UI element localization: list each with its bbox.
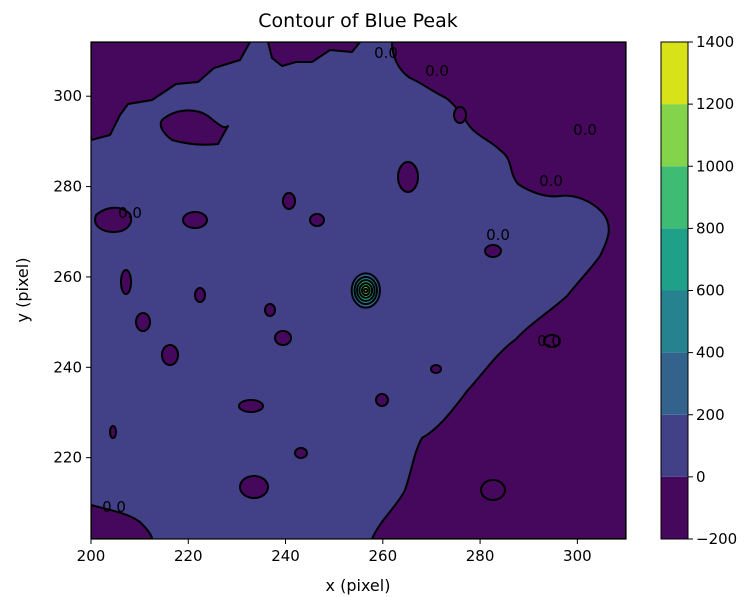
colorbar-segment [661, 104, 688, 167]
island-contour [282, 192, 296, 210]
contour-label: 0.0 [374, 44, 398, 62]
island-contour [480, 479, 506, 501]
chart-title: Contour of Blue Peak [258, 10, 457, 32]
colorbar-tick-label: 800 [696, 219, 725, 237]
island-contour [239, 475, 269, 499]
island-contour [397, 161, 419, 193]
region-low-top-center [267, 42, 361, 67]
island-contour [264, 303, 276, 317]
colorbar-segment [661, 414, 688, 477]
region-low-top-mid [159, 109, 229, 146]
contour-label: 0.0 [537, 332, 561, 350]
x-tick-label: 280 [466, 547, 495, 565]
island-contour [194, 287, 206, 303]
island-contour [543, 334, 561, 348]
y-tick-label: 240 [53, 358, 82, 376]
island-contour [274, 330, 292, 346]
colorbar-tick-label: 1200 [696, 95, 734, 113]
region-low-top-left [91, 42, 251, 141]
island-contour [294, 447, 308, 459]
colorbar-tick-label: 1400 [696, 33, 734, 51]
x-tick-label: 240 [271, 547, 300, 565]
colorbar-tick-label: 400 [696, 344, 725, 362]
y-axis: 220 240 260 280 300 [53, 87, 91, 467]
colorbar-segment [661, 290, 688, 353]
island-contour [161, 344, 179, 366]
peak-contour-level [363, 287, 369, 294]
island-contour [375, 393, 389, 407]
island-contour [238, 399, 264, 413]
colorbar-segment [661, 352, 688, 415]
colorbar-tick-label: −200 [696, 530, 737, 548]
region-low-right [371, 42, 626, 539]
y-tick-label: 260 [53, 268, 82, 286]
plot-frame [90, 41, 627, 540]
region-low-left-mid [94, 206, 133, 233]
colorbar-tick-label: 200 [696, 406, 725, 424]
colorbar-tick-label: 600 [696, 282, 725, 300]
region-low-bottom-left [91, 504, 153, 539]
x-tick-label: 220 [174, 547, 203, 565]
x-tick-label: 200 [77, 547, 106, 565]
contour-label: 0.0 [102, 498, 126, 516]
x-tick-label: 260 [368, 547, 397, 565]
y-axis-label: y (pixel) [13, 258, 32, 323]
contour-label: 0.0 [425, 62, 449, 80]
y-tick-label: 280 [53, 178, 82, 196]
island-contour [135, 312, 151, 332]
contour-label: 0.0 [573, 121, 597, 139]
colorbar: −200 0 200 400 600 800 1000 1200 1400 [660, 33, 737, 548]
colorbar-segment [661, 476, 688, 539]
colorbar-segment [661, 228, 688, 291]
island-contour [430, 364, 442, 374]
island-contour [309, 213, 325, 227]
contour-label: 0.0 [486, 226, 510, 244]
x-axis: 200 220 240 260 280 300 [77, 539, 592, 565]
colorbar-segment [661, 166, 688, 229]
x-tick-label: 300 [563, 547, 592, 565]
island-contour [484, 244, 502, 258]
plot-area: 0.0 0.0 0.0 0.0 0.0 0.0 0.0 0.0 [91, 42, 626, 539]
island-contour [109, 425, 117, 439]
island-contour [182, 211, 208, 229]
colorbar-tick-label: 1000 [696, 157, 734, 175]
contour-label: 0.0 [118, 204, 142, 222]
contour-label: 0.0 [539, 172, 563, 190]
colorbar-segment [661, 42, 688, 105]
y-tick-label: 300 [53, 87, 82, 105]
island-contour [120, 269, 132, 295]
peak-contours [350, 272, 381, 309]
island-contour [453, 106, 467, 124]
colorbar-tick-label: 0 [696, 468, 706, 486]
y-tick-label: 220 [53, 449, 82, 467]
x-axis-label: x (pixel) [326, 576, 391, 595]
